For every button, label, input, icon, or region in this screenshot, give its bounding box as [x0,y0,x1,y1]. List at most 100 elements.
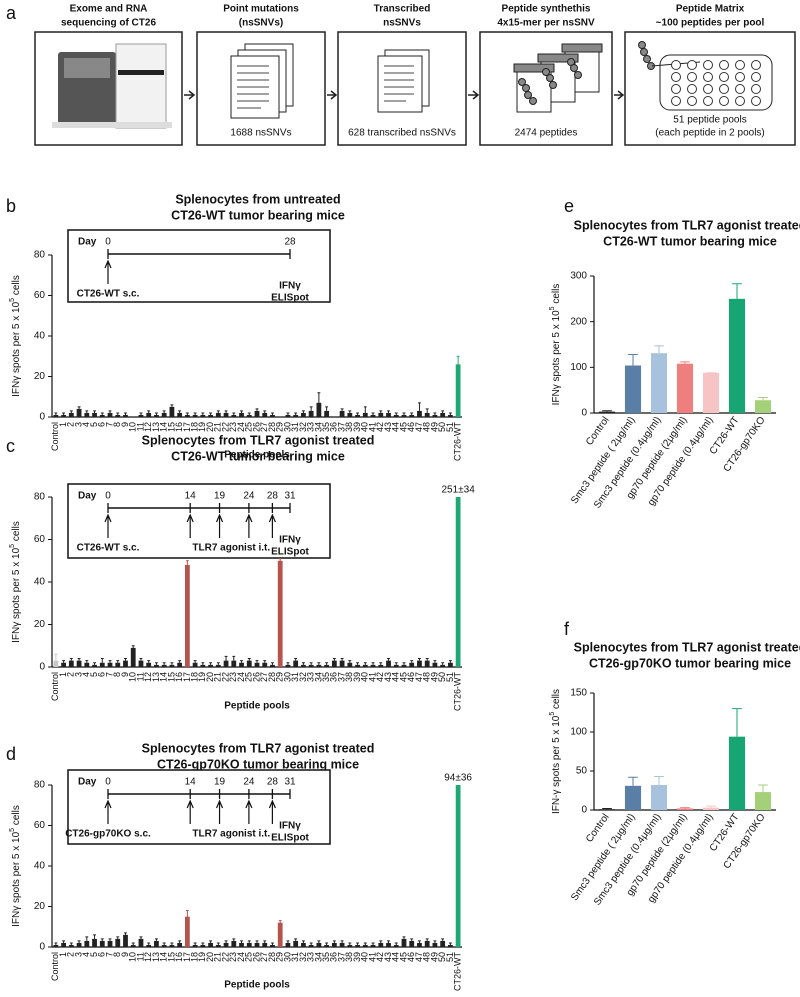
error-bar [317,392,321,403]
y-tick-label: 200 [570,316,587,327]
step-title: (nsSNVs) [239,18,283,29]
x-tick-label: 25 [244,422,254,432]
x-tick-label: 46 [406,672,416,682]
x-tick-label: 17 [182,952,192,962]
error-bar [654,345,664,354]
error-bar [387,410,390,413]
error-bar [69,942,73,945]
step-title: sequencing of CT26 [61,18,156,29]
bar [417,660,422,667]
x-tick-label: 21 [213,952,223,962]
error-bar [69,658,73,661]
panel-letter: c [6,436,15,456]
bar [270,944,275,947]
x-tick-label: Control [50,952,60,981]
step-caption: 51 peptide pools [673,115,746,126]
well [687,96,697,106]
bar [455,364,461,417]
arrow [184,90,196,100]
error-bar [294,938,298,941]
error-bar [108,660,112,663]
bar [409,662,415,667]
bar [53,660,59,667]
error-bar [387,940,390,943]
error-bar [457,61,460,133]
bar [123,660,128,667]
y-tick-label: 150 [570,688,587,699]
bar [440,664,446,667]
x-tick-label: 44 [391,672,401,682]
well [735,96,745,106]
x-tick-label: Control [50,422,60,451]
x-tick-label: 37 [336,952,346,962]
bar [262,662,268,667]
event-arrow [104,259,112,284]
bar [370,414,376,417]
bar [223,660,229,667]
error-bar [139,412,143,415]
x-tick-label: 51 [445,952,455,962]
day-number: 24 [243,491,255,502]
inset-day-label: Day [78,491,97,502]
arrow [614,90,625,100]
bar [192,944,198,947]
x-tick-label: 13 [151,672,161,682]
bar [61,414,67,417]
x-tick-label: 30 [282,672,292,682]
bar [676,808,694,810]
error-bar [325,662,329,665]
error-bar [379,662,383,665]
well [751,72,761,82]
bar [53,944,59,947]
error-bar [340,408,344,411]
error-bar [379,410,383,413]
well [751,60,761,70]
day-number: 24 [243,777,255,788]
bar [316,942,322,947]
error-bar [628,776,638,786]
error-bar [209,662,213,665]
x-tick-label: 44 [391,422,401,432]
error-bar [325,942,329,945]
bar [301,664,306,667]
bar [169,944,175,947]
error-bar [224,940,228,943]
bar [138,938,144,947]
bar [401,664,407,667]
error-bar [178,660,182,663]
x-tick-label: 40 [360,672,370,682]
bar [123,934,128,947]
bar [270,664,275,667]
bar [154,664,159,667]
bar [386,412,391,417]
bar [208,664,213,667]
x-tick-label: 18 [189,952,199,962]
error-bar [433,412,437,415]
error-bar [69,410,73,413]
x-tick-label: 49 [429,952,439,962]
well [687,60,697,70]
x-tick-label: 29 [275,952,285,962]
x-tick-label: 11 [135,422,145,431]
step-box [624,31,796,146]
x-tick-label: 27 [259,422,269,432]
bar [92,938,97,947]
day-number: 28 [267,491,279,502]
error-bar [178,940,182,943]
bar [61,662,67,667]
x-tick-label: 43 [383,422,393,432]
error-bar [271,662,274,665]
error-bar [448,942,452,945]
bar [324,664,330,667]
error-bar [193,412,197,415]
bar [285,414,291,417]
y-axis-label-part: cells [11,275,22,298]
step-box [479,31,613,146]
bar [277,560,283,667]
x-tick-label: 24 [236,422,246,432]
y-axis-label-part: IFN-γ spots per 5 x 10 [551,715,562,814]
step-caption: (each peptide in 2 pools) [655,128,765,139]
bar [223,942,229,947]
inset-box [67,483,331,559]
bar [200,664,206,667]
